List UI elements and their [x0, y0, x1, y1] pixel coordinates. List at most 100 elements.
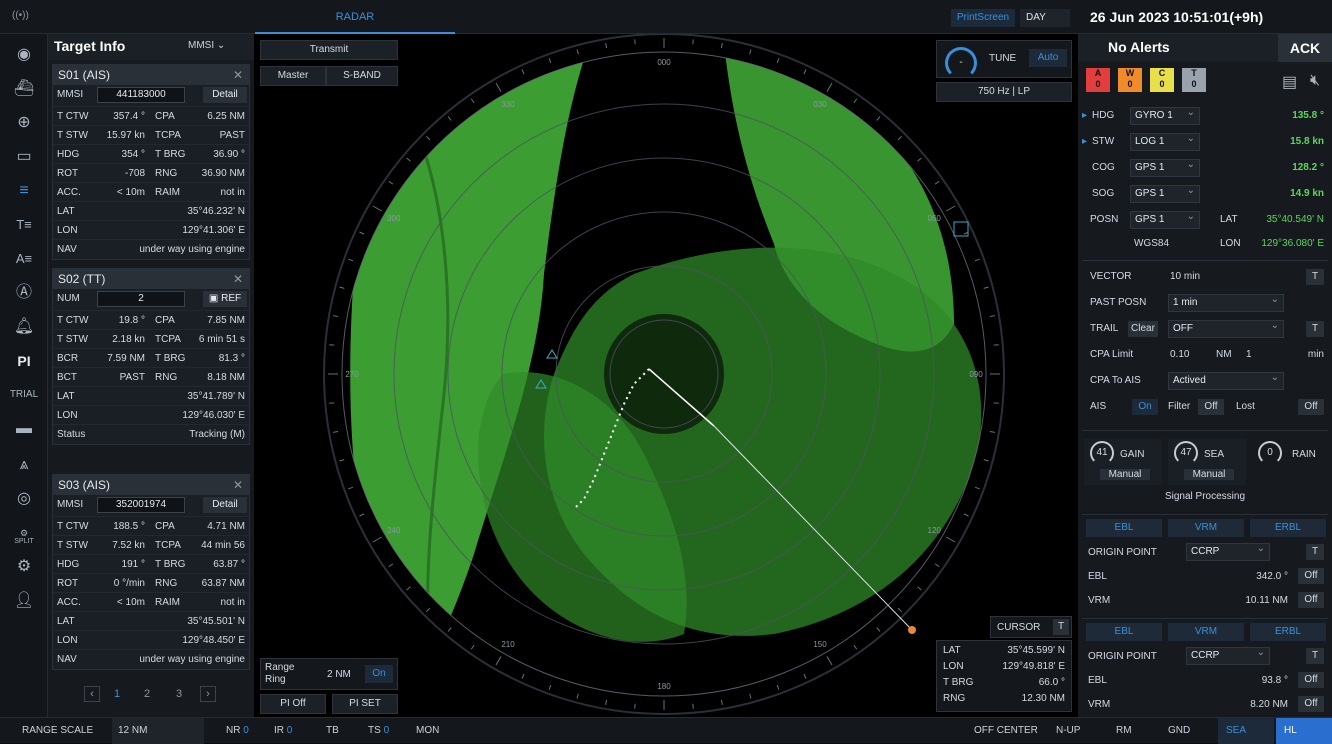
cpa-limit-value[interactable]: 0.10: [1170, 349, 1189, 360]
close-icon[interactable]: ✕: [233, 65, 243, 85]
ts-button[interactable]: TS 0: [368, 718, 389, 744]
page-2[interactable]: 2: [144, 688, 150, 700]
rain-control[interactable]: 0 RAIN: [1252, 439, 1326, 485]
ais-lost-toggle[interactable]: Off: [1298, 399, 1324, 415]
ir-button[interactable]: IR 0: [274, 718, 292, 744]
origin-mode-button[interactable]: T: [1306, 544, 1324, 560]
page-3[interactable]: 3: [176, 688, 182, 700]
transmit-button[interactable]: Transmit: [260, 40, 398, 60]
gain-control[interactable]: 41 GAIN Manual: [1084, 439, 1162, 485]
detail-button[interactable]: Detail: [203, 497, 247, 513]
tune-auto-button[interactable]: Auto: [1029, 49, 1067, 67]
prev-page-icon[interactable]: ‹: [84, 686, 100, 702]
ebl-tab[interactable]: EBL: [1086, 623, 1162, 641]
settings-gear-icon[interactable]: ⚙SPLIT: [0, 522, 48, 546]
ebl-tab[interactable]: ERBL: [1250, 519, 1326, 537]
band-button[interactable]: S-BAND: [326, 66, 398, 86]
master-button[interactable]: Master: [260, 66, 326, 86]
text-align-icon[interactable]: A≡: [0, 248, 48, 270]
past-posn-select[interactable]: 1 min: [1168, 294, 1284, 312]
compass-icon[interactable]: ⩓: [0, 454, 48, 476]
ebl-tab[interactable]: ERBL: [1250, 623, 1326, 641]
sea-mode-button[interactable]: SEA: [1218, 718, 1274, 744]
pulse-select[interactable]: 750 Hz | LP: [936, 82, 1072, 102]
pi-set-button[interactable]: PI SET: [332, 694, 398, 714]
trial-icon[interactable]: TRIAL: [0, 384, 48, 406]
sensor-source-select[interactable]: GYRO 1: [1130, 107, 1200, 125]
ebl-tab[interactable]: VRM: [1168, 519, 1244, 537]
range-ring-toggle[interactable]: On: [365, 665, 393, 683]
trail-select[interactable]: OFF: [1168, 320, 1284, 338]
posn-source-select[interactable]: GPS 1: [1130, 211, 1200, 229]
ebl-tab[interactable]: VRM: [1168, 623, 1244, 641]
mon-button[interactable]: MON: [416, 718, 439, 744]
ref-button[interactable]: ▣ REF: [203, 291, 247, 307]
day-mode-select[interactable]: DAY: [1020, 9, 1070, 27]
target-icon[interactable]: ◉: [0, 44, 48, 66]
range-scale-select[interactable]: 12 NM: [112, 718, 204, 744]
sea-control[interactable]: 47 SEA Manual: [1168, 439, 1246, 485]
slider-icon[interactable]: ▬: [0, 418, 48, 440]
sensor-source-select[interactable]: GPS 1: [1130, 185, 1200, 203]
nr-button[interactable]: NR 0: [226, 718, 249, 744]
origin-mode-button[interactable]: T: [1306, 648, 1324, 664]
mmsi-field[interactable]: 441183000: [97, 87, 185, 103]
print-screen-button[interactable]: PrintScreen: [951, 9, 1015, 27]
page-1[interactable]: 1: [114, 688, 120, 700]
ais-a-icon[interactable]: Ⓐ: [0, 282, 48, 304]
ais-filter-toggle[interactable]: Off: [1198, 399, 1224, 415]
text-list-icon[interactable]: T≡: [0, 214, 48, 236]
layers-icon[interactable]: ≡: [0, 180, 48, 202]
mute-icon[interactable]: 🔇︎: [1310, 72, 1320, 90]
bell-icon[interactable]: 🔔︎: [0, 316, 48, 338]
tcpa-limit-value[interactable]: 1: [1246, 349, 1252, 360]
settings-icon[interactable]: ⚙: [0, 556, 48, 578]
pi-icon[interactable]: PI: [0, 350, 48, 372]
signal-processing-button[interactable]: Signal Processing: [1082, 491, 1328, 502]
detail-button[interactable]: Detail: [203, 87, 247, 103]
ebl-toggle[interactable]: Off: [1298, 672, 1324, 688]
vrm-toggle[interactable]: Off: [1298, 696, 1324, 712]
ebl-tab[interactable]: EBL: [1086, 519, 1162, 537]
lifebuoy-icon[interactable]: ◎: [0, 488, 48, 510]
user-icon[interactable]: 👤︎: [0, 590, 48, 612]
next-page-icon[interactable]: ›: [200, 686, 216, 702]
monitor-icon[interactable]: ▭: [0, 146, 48, 168]
ship-icon[interactable]: ⛴: [0, 78, 48, 100]
north-up-select[interactable]: N-UP: [1056, 718, 1080, 744]
cpa-to-ais-select[interactable]: Actived: [1168, 372, 1284, 390]
num-field[interactable]: 2: [97, 291, 185, 307]
pi-off-button[interactable]: PI Off: [260, 694, 326, 714]
crosshair-icon[interactable]: ⊕: [0, 112, 48, 134]
trail-mode-button[interactable]: T: [1306, 321, 1324, 337]
cursor-mode-button[interactable]: T: [1053, 619, 1069, 635]
vector-value[interactable]: 10 min: [1170, 271, 1200, 282]
vrm-toggle[interactable]: Off: [1298, 592, 1324, 608]
ebl-toggle[interactable]: Off: [1298, 568, 1324, 584]
origin-select[interactable]: CCRP: [1186, 647, 1270, 665]
sensor-source-select[interactable]: GPS 1: [1130, 159, 1200, 177]
trail-clear-button[interactable]: Clear: [1128, 321, 1158, 337]
close-icon[interactable]: ✕: [233, 475, 243, 495]
ais-toggle[interactable]: On: [1132, 399, 1158, 415]
vector-mode-button[interactable]: T: [1306, 269, 1324, 285]
off-center-button[interactable]: OFF CENTER: [974, 718, 1038, 744]
sea-knob[interactable]: 47: [1174, 441, 1198, 465]
rain-knob[interactable]: 0: [1258, 441, 1282, 465]
close-icon[interactable]: ✕: [233, 269, 243, 289]
origin-select[interactable]: CCRP: [1186, 543, 1270, 561]
sensor-source-select[interactable]: LOG 1: [1130, 133, 1200, 151]
heading-line-button[interactable]: HL: [1276, 718, 1332, 744]
gain-mode[interactable]: Manual: [1100, 469, 1150, 480]
cursor-marker[interactable]: [908, 626, 916, 634]
ack-button[interactable]: ACK: [1278, 34, 1332, 62]
gain-knob[interactable]: 41: [1090, 441, 1114, 465]
stabilization-select[interactable]: GND: [1168, 718, 1190, 744]
tb-button[interactable]: TB: [326, 718, 339, 744]
